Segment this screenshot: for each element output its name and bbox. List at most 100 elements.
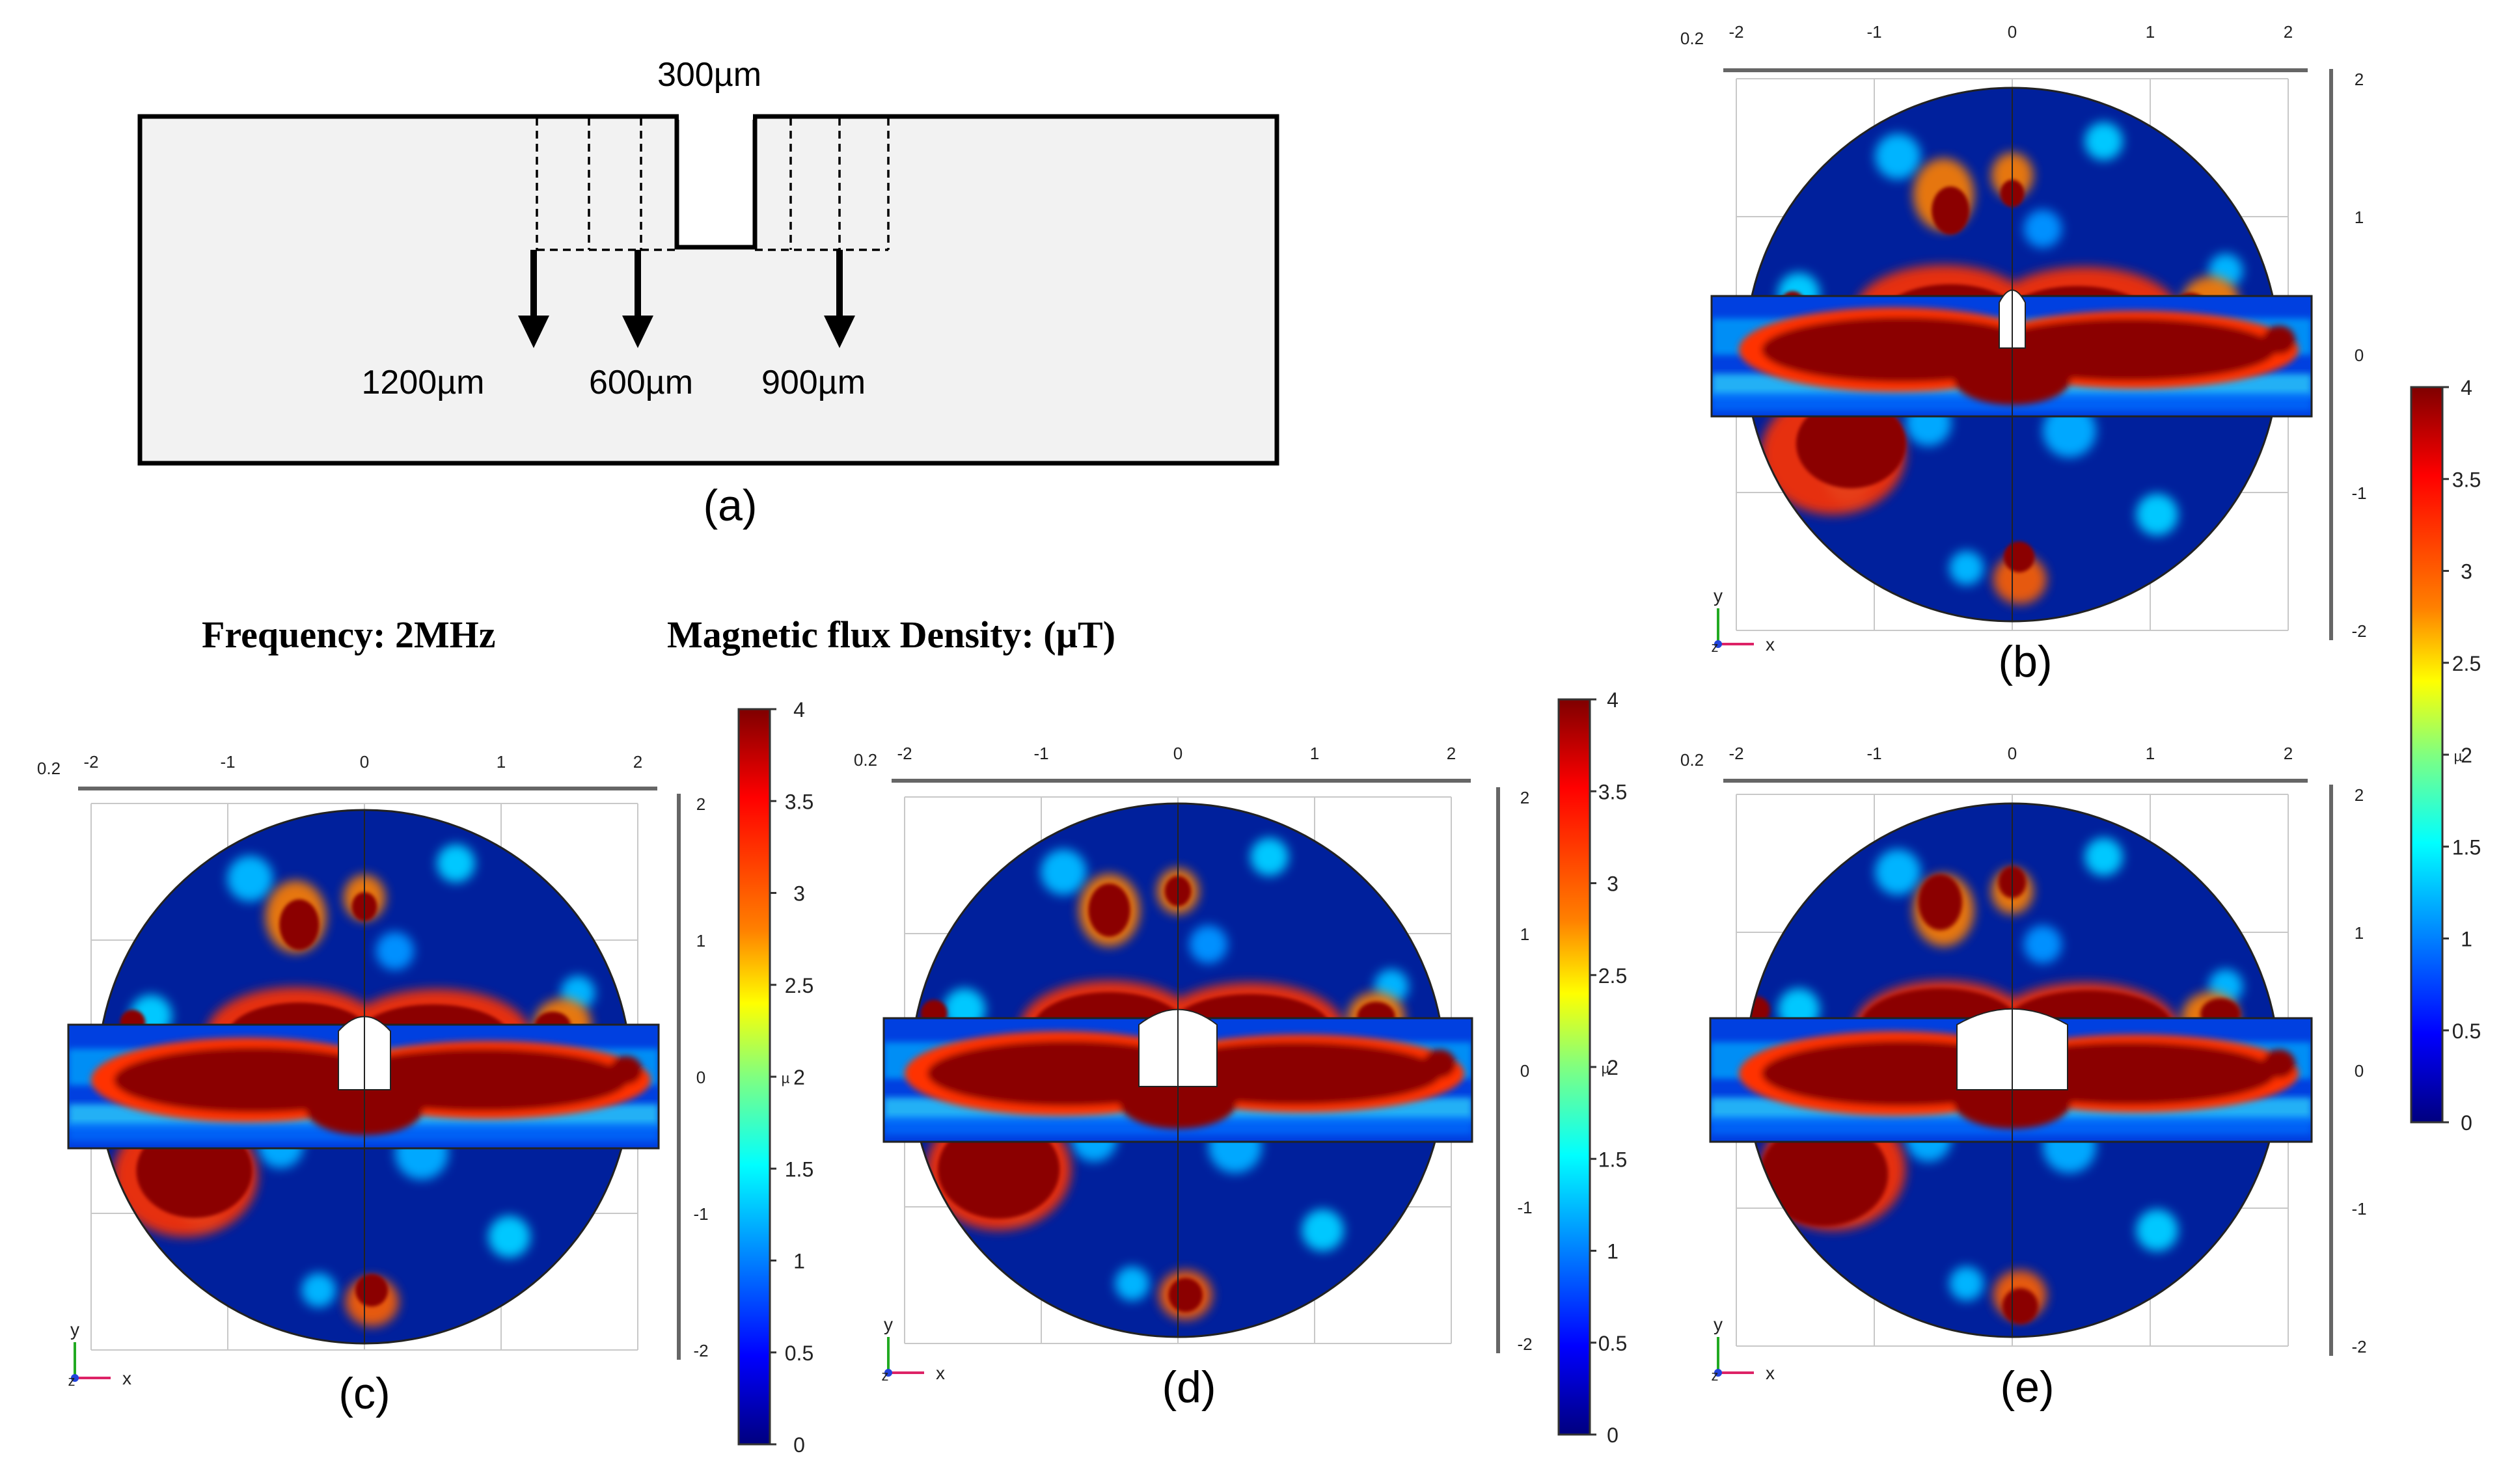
x-tick-label: 2 <box>633 752 642 772</box>
y-tick-label: 1 <box>696 931 705 951</box>
colorbar-tick-label: 3 <box>793 882 805 906</box>
colorbar-c: 4 3.5 3 2.5 2 1.5 1 0.5 0 µ <box>737 698 813 1457</box>
depth-label-900: 900µm <box>761 364 866 401</box>
x-tick-label: 1 <box>1310 744 1319 763</box>
axis-y-label: y <box>70 1319 79 1340</box>
caption-d: (d) <box>1162 1362 1216 1412</box>
colorbar-tick-label: 2.5 <box>2452 652 2481 675</box>
axis-z-label: z <box>882 1368 889 1384</box>
x-tick-label: 1 <box>2146 744 2155 763</box>
colorbar-tick-label: 2.5 <box>785 974 813 997</box>
depth-label-1200: 1200µm <box>362 364 485 401</box>
axis-y-label: y <box>1714 1314 1723 1334</box>
x-tick-label: 0 <box>1173 744 1182 763</box>
x-tick-label: 0 <box>360 752 369 772</box>
axis-z-label: z <box>1712 639 1719 655</box>
y-tick-label: 0 <box>696 1068 705 1087</box>
flux-plot-d: -2 -1 0 1 2 2 1 0 -1 -2 0.2 y x z (d) <box>854 744 1533 1412</box>
caption-c: (c) <box>338 1369 390 1418</box>
colorbar-d: 4 3.5 3 2.5 2 1.5 1 0.5 0 µ <box>1557 688 1627 1447</box>
y-tick-label: 0 <box>2355 1061 2364 1081</box>
dashed-notch-depths <box>536 118 890 251</box>
y-tick-label: 2 <box>2355 70 2364 89</box>
colorbar-tick-label: 1 <box>2461 928 2472 951</box>
axis-x-label: x <box>1766 634 1775 654</box>
x-tick-label: 2 <box>2284 744 2293 763</box>
flux-plot-b: -2 -1 0 1 2 2 1 0 -1 -2 0.2 y x z (b) <box>1680 22 2367 686</box>
y-tick-label: -1 <box>693 1204 708 1224</box>
colorbar-tick-label: 1.5 <box>785 1157 813 1181</box>
y-tick-label: 2 <box>1520 788 1529 807</box>
colorbar-tick-label: 2.5 <box>1598 964 1627 988</box>
axis-y-label: y <box>1714 586 1723 606</box>
y-tick-label: -1 <box>1517 1198 1532 1217</box>
colorbar-tick-label: 1.5 <box>1598 1148 1627 1171</box>
y-tick-label: 0 <box>2355 345 2364 365</box>
x-tick-label: 1 <box>2146 22 2155 42</box>
y-tick-label: -2 <box>2351 1337 2366 1356</box>
frequency-label: Frequency: 2MHz <box>202 614 496 656</box>
y-tick-label: -2 <box>693 1341 708 1360</box>
colorbar-tick-label: 0.5 <box>785 1342 813 1365</box>
colorbar-tick-label: 0 <box>2461 1111 2472 1135</box>
colorbar-tick-label: 3.5 <box>785 790 813 813</box>
colorbar-tick-label: 2 <box>793 1066 805 1089</box>
axis-z-label: z <box>68 1373 75 1389</box>
y-tick-label: 0 <box>1520 1061 1529 1081</box>
colorbar-tick-label: 1 <box>793 1250 805 1273</box>
notch-width-label: 300µm <box>657 56 761 94</box>
x-tick-label: -1 <box>1033 744 1048 763</box>
x-tick-label: -1 <box>220 752 235 772</box>
caption-a: (a) <box>703 481 757 530</box>
y-tick-label: 2 <box>696 794 705 814</box>
flux-plot-e: -2 -1 0 1 2 2 1 0 -1 -2 0.2 y x z (e) <box>1680 744 2367 1412</box>
colorbar-tick-label: 3 <box>1607 872 1619 896</box>
colorbar-unit: µ <box>1602 1060 1610 1077</box>
colorbar-tick-label: 4 <box>2461 376 2472 399</box>
y-tick-label: 1 <box>1520 924 1529 944</box>
colorbar-tick-label: 0.5 <box>1598 1332 1627 1355</box>
colorbar-tick-label: 3.5 <box>2452 468 2481 491</box>
colorbar-unit: µ <box>782 1070 790 1086</box>
depth-arrows <box>530 250 843 322</box>
corner-label: 0.2 <box>1680 29 1704 48</box>
colorbar-tick-label: 2 <box>2461 744 2472 767</box>
colorbar-tick-label: 3.5 <box>1598 780 1627 803</box>
axis-x-label: x <box>936 1363 945 1383</box>
axis-x-label: x <box>122 1368 131 1388</box>
x-tick-label: -2 <box>83 752 98 772</box>
x-tick-label: -2 <box>897 744 912 763</box>
y-tick-label: 1 <box>2355 923 2364 943</box>
depth-label-600: 600µm <box>589 364 693 401</box>
colorbar-tick-label: 2 <box>1607 1056 1619 1079</box>
y-tick-label: -2 <box>2351 621 2366 641</box>
corner-label: 0.2 <box>37 759 61 778</box>
notch-opening <box>679 112 753 120</box>
flux-plot-c: -2 -1 0 1 2 2 1 0 -1 -2 0.2 y x z (c) <box>37 752 709 1418</box>
y-tick-label: -2 <box>1517 1334 1532 1354</box>
axis-y-label: y <box>884 1314 893 1334</box>
colorbar-tick-label: 4 <box>1607 688 1619 712</box>
x-tick-label: 2 <box>1447 744 1456 763</box>
panel-a: 300µm 1200µm 600µm 900µm (a) <box>137 56 1279 530</box>
y-tick-label: 2 <box>2355 785 2364 805</box>
corner-label: 0.2 <box>1680 750 1704 770</box>
colorbar-right: 4 3.5 3 2.5 2 1.5 1 0.5 0 µ <box>2410 376 2481 1135</box>
y-tick-label: 1 <box>2355 208 2364 227</box>
x-tick-label: -2 <box>1728 22 1743 42</box>
x-tick-label: -1 <box>1866 22 1881 42</box>
y-tick-label: -1 <box>2351 483 2366 503</box>
x-tick-label: 0 <box>2008 744 2017 763</box>
arrow-heads <box>518 316 855 348</box>
x-tick-label: 1 <box>497 752 506 772</box>
x-tick-label: 2 <box>2284 22 2293 42</box>
colorbar-tick-label: 0 <box>1607 1423 1619 1447</box>
colorbar-tick-label: 0 <box>793 1433 805 1457</box>
colorbar-unit: µ <box>2454 748 2463 764</box>
colorbar-tick-label: 3 <box>2461 560 2472 584</box>
corner-label: 0.2 <box>854 750 877 770</box>
x-tick-label: -2 <box>1728 744 1743 763</box>
axis-z-label: z <box>1712 1368 1719 1384</box>
x-tick-label: 0 <box>2008 22 2017 42</box>
